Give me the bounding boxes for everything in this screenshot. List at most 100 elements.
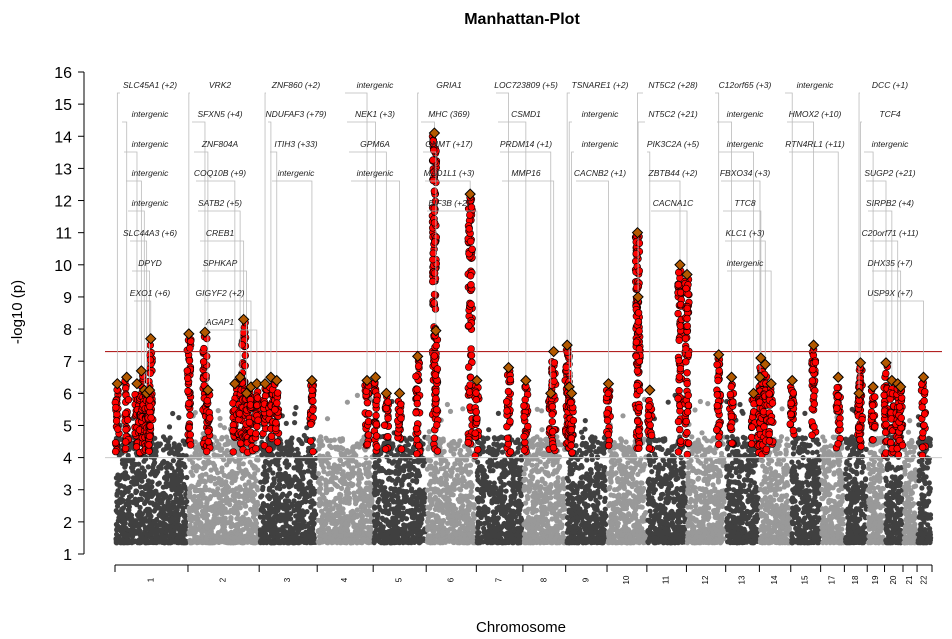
snp-point bbox=[137, 470, 143, 476]
snp-point bbox=[443, 477, 449, 483]
snp-point bbox=[159, 508, 165, 514]
snp-point bbox=[376, 496, 382, 502]
snp-point bbox=[299, 532, 305, 538]
snp-point bbox=[159, 533, 165, 539]
snp-point bbox=[167, 493, 174, 500]
snp-point bbox=[187, 540, 194, 546]
snp-point bbox=[372, 512, 378, 518]
snp-point bbox=[506, 523, 512, 529]
snp-point bbox=[410, 478, 416, 484]
snp-point bbox=[286, 513, 292, 519]
snp-point bbox=[545, 522, 551, 528]
snp-point bbox=[262, 459, 269, 465]
snp-point bbox=[308, 515, 314, 521]
snp-point bbox=[474, 470, 480, 476]
snp-point bbox=[262, 468, 268, 474]
snp-point bbox=[463, 493, 469, 499]
snp-point bbox=[397, 502, 403, 508]
snp-point bbox=[537, 526, 543, 532]
snp-point bbox=[325, 525, 332, 532]
snp-point bbox=[162, 437, 168, 443]
snp-point bbox=[167, 483, 174, 489]
snp-point bbox=[270, 527, 276, 533]
snp-point bbox=[118, 496, 124, 502]
snp-point bbox=[126, 507, 132, 513]
snp-point bbox=[505, 532, 511, 538]
snp-point bbox=[294, 504, 301, 510]
snp-point bbox=[282, 498, 288, 504]
snp-point bbox=[216, 442, 222, 448]
snp-point bbox=[505, 505, 511, 511]
snp-point bbox=[354, 392, 360, 398]
snp-point bbox=[480, 491, 486, 498]
snp-point bbox=[521, 465, 528, 471]
snp-point bbox=[454, 473, 460, 479]
snp-point bbox=[467, 462, 473, 468]
snp-point bbox=[176, 459, 182, 465]
snp-point bbox=[141, 458, 147, 464]
snp-point bbox=[416, 459, 422, 465]
snp-point bbox=[157, 527, 163, 533]
snp-point bbox=[282, 523, 288, 529]
snp-point bbox=[168, 474, 174, 480]
snp-point bbox=[504, 514, 510, 520]
snp-point bbox=[544, 496, 550, 503]
snp-point bbox=[529, 462, 535, 468]
snp-point bbox=[219, 436, 225, 442]
snp-point bbox=[255, 502, 261, 508]
snp-point bbox=[400, 477, 406, 483]
snp-point bbox=[466, 447, 472, 453]
snp-point bbox=[297, 438, 303, 444]
snp-point bbox=[170, 458, 176, 464]
snp-point bbox=[385, 521, 391, 528]
snp-point bbox=[516, 498, 522, 504]
snp-point bbox=[215, 408, 221, 414]
snp-point bbox=[508, 494, 514, 500]
snp-point bbox=[318, 455, 324, 461]
snp-point bbox=[141, 537, 147, 543]
snp-point bbox=[376, 468, 382, 474]
snp-point bbox=[325, 451, 331, 457]
snp-point bbox=[213, 533, 219, 539]
snp-point bbox=[186, 531, 192, 537]
snp-point bbox=[226, 520, 232, 526]
snp-point bbox=[405, 472, 411, 478]
snp-point bbox=[193, 514, 199, 521]
snp-point bbox=[176, 485, 182, 491]
chart-title: Manhattan-Plot bbox=[464, 11, 580, 28]
snp-point bbox=[348, 540, 354, 546]
snp-point bbox=[373, 533, 380, 539]
snp-point bbox=[405, 509, 411, 515]
snp-point bbox=[208, 528, 214, 534]
snp-point bbox=[386, 469, 393, 476]
snp-point bbox=[151, 522, 157, 528]
snp-point bbox=[485, 435, 491, 441]
snp-point bbox=[523, 533, 529, 540]
snp-point bbox=[553, 505, 559, 511]
snp-point bbox=[215, 516, 221, 522]
snp-point bbox=[246, 480, 252, 486]
snp-point bbox=[489, 538, 495, 544]
snp-point bbox=[447, 408, 454, 414]
snp-point bbox=[554, 457, 560, 463]
snp-point bbox=[363, 485, 369, 491]
snp-point bbox=[427, 497, 433, 504]
snp-point bbox=[192, 506, 198, 512]
snp-point bbox=[516, 511, 522, 517]
snp-point bbox=[546, 506, 552, 512]
snp-point bbox=[119, 538, 125, 545]
snp-point bbox=[174, 507, 180, 513]
snp-point bbox=[475, 459, 481, 465]
snp-point bbox=[195, 464, 202, 470]
snp-point bbox=[399, 526, 405, 532]
snp-point bbox=[197, 473, 203, 479]
snp-point bbox=[374, 482, 380, 488]
snp-point bbox=[441, 487, 447, 493]
snp-point bbox=[558, 525, 564, 531]
snp-point bbox=[544, 440, 550, 446]
snp-point bbox=[456, 486, 462, 492]
snp-point bbox=[338, 533, 344, 539]
snp-point bbox=[270, 483, 276, 489]
snp-point bbox=[494, 451, 500, 457]
